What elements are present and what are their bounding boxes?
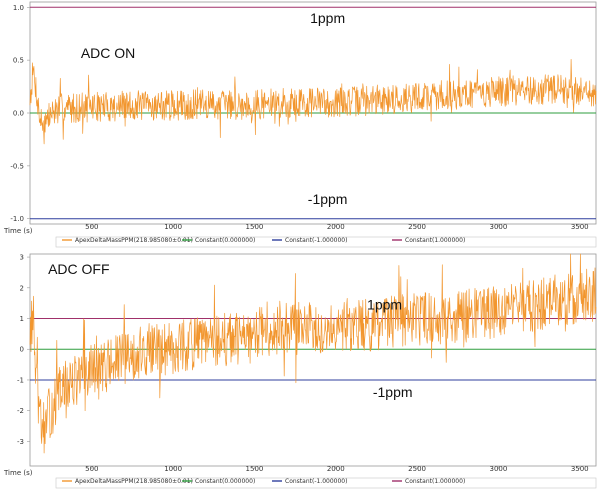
legend-entry-label: Constant(-1.000000) — [285, 237, 347, 244]
annotations: ADC OFF 1ppm -1ppm — [48, 261, 412, 400]
y-tick-label: -1.0 — [10, 215, 24, 223]
legend-entry-label: Constant(-1.000000) — [285, 478, 347, 485]
y-tick-label: 2 — [20, 284, 24, 292]
legend-entry-label: ApexDeltaMassPPM(218.985080±0.01) — [75, 237, 193, 244]
legend-entry-label: Constant(1.000000) — [405, 237, 465, 244]
y-tick-label: 3 — [20, 254, 24, 262]
annotation-label: -1ppm — [308, 191, 348, 207]
x-tick-labels: 500 1000 1500 2000 2500 3000 3500 — [85, 465, 589, 473]
annotations: ADC ON 1ppm -1ppm — [81, 10, 348, 207]
chart-adc-off: 3 2 1 0 -1 -2 -3 500 1000 1500 2000 2500 3000 3500 T… — [0, 252, 605, 491]
y-tick-labels: 1.0 0.5 0.0 -0.5 -1.0 — [10, 4, 30, 223]
series-group — [29, 59, 597, 145]
y-tick-label: -3 — [17, 438, 24, 446]
legend: ApexDeltaMassPPM(218.985080±0.01) Constan… — [55, 477, 597, 489]
legend-entry-label: Constant(0.000000) — [195, 237, 255, 244]
annotation-label: ADC OFF — [48, 261, 109, 277]
plot-area-frame — [29, 253, 597, 467]
legend-box — [55, 477, 597, 489]
series-group — [29, 253, 597, 454]
series-line-0 — [29, 59, 597, 145]
y-tick-label: 0 — [20, 346, 24, 354]
legend: ApexDeltaMassPPM(218.985080±0.01) Constan… — [55, 236, 597, 248]
chart-adc-off-svg: 3 2 1 0 -1 -2 -3 500 1000 1500 2000 2500 3000 3500 T… — [3, 253, 597, 489]
chart-adc-on-svg: 1.0 0.5 0.0 -0.5 -1.0 500 1000 1500 2000 2500 300… — [3, 1, 597, 248]
x-axis-label: Time (s) — [3, 469, 33, 477]
y-tick-label: 1 — [20, 315, 24, 323]
annotation-label: 1ppm — [310, 10, 345, 26]
chart-adc-on: 1.0 0.5 0.0 -0.5 -1.0 500 1000 1500 2000 2500 300… — [3, 1, 597, 248]
y-tick-label: -0.5 — [10, 162, 24, 170]
y-tick-label: 0.0 — [13, 110, 24, 118]
series-line-0 — [29, 253, 597, 454]
y-tick-label: -1 — [17, 376, 24, 384]
annotation-label: -1ppm — [373, 384, 413, 400]
annotation-label: ADC ON — [81, 45, 135, 61]
y-tick-label: -2 — [17, 407, 24, 415]
legend-entry-label: Constant(1.000000) — [405, 478, 465, 485]
x-axis-label: Time (s) — [3, 227, 33, 235]
legend-entry-label: ApexDeltaMassPPM(218.985080±0.01) — [75, 478, 193, 485]
y-tick-labels: 3 2 1 0 -1 -2 -3 — [17, 254, 30, 446]
legend-entry-label: Constant(0.000000) — [195, 478, 255, 485]
x-tick-labels: 500 1000 1500 2000 2500 3000 3500 — [85, 223, 589, 231]
annotation-label: 1ppm — [367, 296, 402, 312]
y-tick-label: 1.0 — [13, 4, 24, 12]
legend-box — [55, 236, 597, 248]
y-tick-label: 0.5 — [13, 57, 24, 65]
